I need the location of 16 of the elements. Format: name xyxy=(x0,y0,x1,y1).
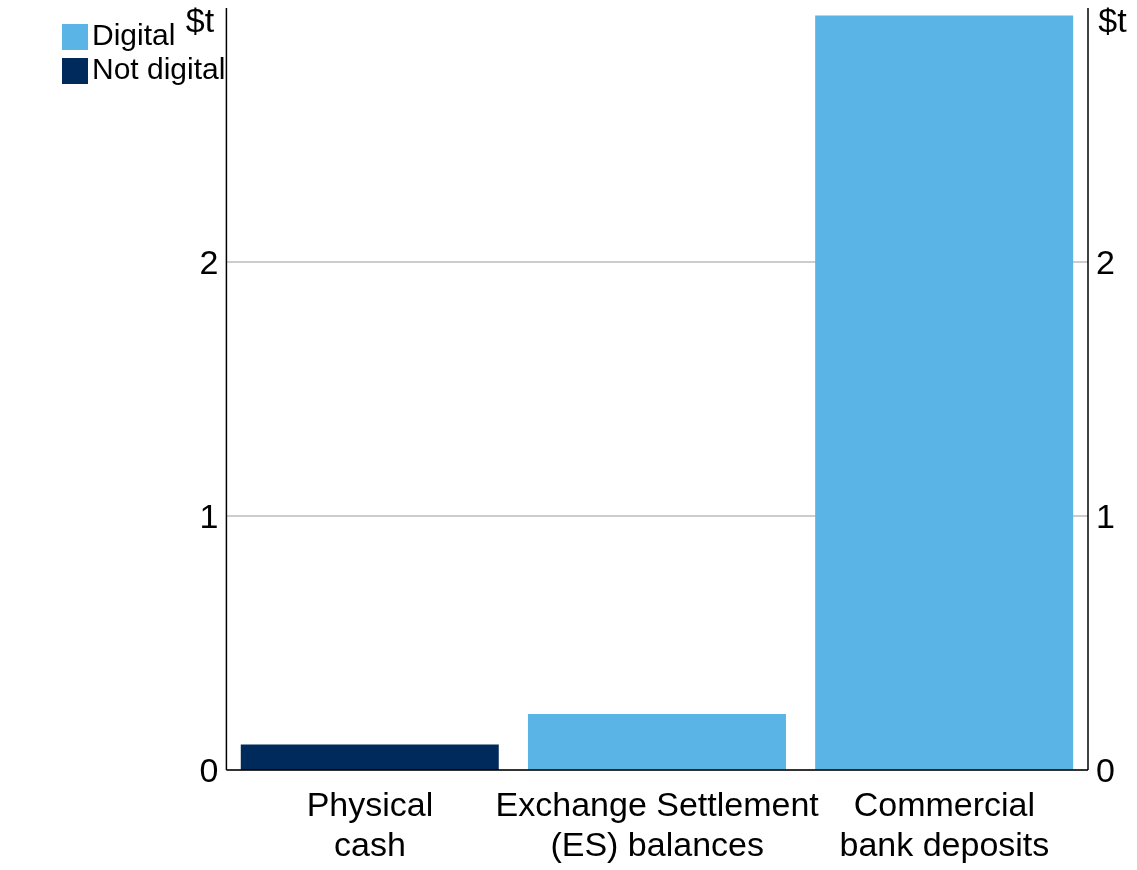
y-axis-title: $t xyxy=(185,1,215,40)
bar xyxy=(240,744,499,770)
y2-tick-label: 1 xyxy=(1096,497,1115,536)
bar xyxy=(527,714,786,770)
x-tick-label: Physical cash xyxy=(306,785,434,863)
x-tick-label: Exchange Settlement (ES) balances xyxy=(495,785,820,863)
y2-axis-title: $t xyxy=(1098,1,1128,40)
legend-label: Not digital xyxy=(92,52,226,85)
y-tick-label: 0 xyxy=(199,751,219,790)
y-tick-label: 1 xyxy=(199,497,219,536)
legend-label: Digital xyxy=(92,18,176,51)
y2-tick-label: 0 xyxy=(1096,751,1115,790)
y-tick-label: 2 xyxy=(199,243,219,282)
x-tick-label: Commercial bank deposits xyxy=(839,785,1050,863)
y2-tick-label: 2 xyxy=(1096,243,1115,282)
bar xyxy=(815,15,1074,770)
